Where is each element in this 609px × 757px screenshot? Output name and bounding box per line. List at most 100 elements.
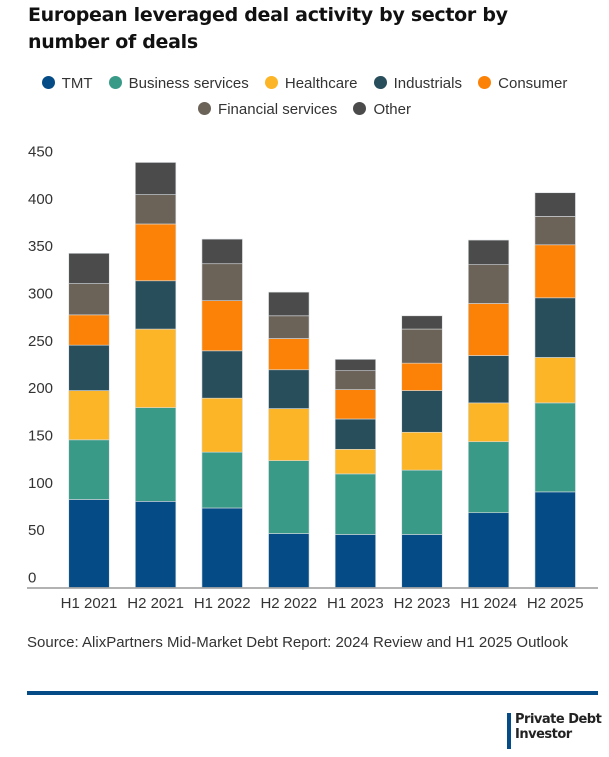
x-tick-label: H2 2021 [127, 595, 184, 612]
legend-item-healthcare: Healthcare [264, 75, 358, 92]
bar-segment-tmt [268, 533, 310, 588]
x-tick-label: H2 2025 [527, 595, 584, 612]
legend-swatch-financial-services [198, 102, 212, 115]
bar-segment-consumer [334, 389, 376, 420]
bar-segment-tmt [68, 499, 110, 588]
y-tick-label: 350 [28, 238, 53, 255]
legend-label: Healthcare [284, 75, 358, 92]
bar-segment-tmt [468, 512, 510, 588]
bar-segment-business-services [534, 402, 576, 493]
bar-segment-healthcare [534, 357, 576, 404]
bar-segment-consumer [534, 244, 576, 299]
bar-segment-healthcare [401, 431, 443, 471]
bar-stack [401, 315, 443, 588]
bar-segment-consumer [268, 338, 310, 371]
bar-segment-industrials [201, 350, 243, 399]
legend-item-consumer: Consumer [478, 75, 567, 92]
bar-segment-healthcare [334, 448, 376, 475]
bar-segment-other [268, 291, 310, 317]
y-tick-label: 250 [28, 333, 53, 350]
bar-segment-financial-services [401, 328, 443, 364]
logo-bar-icon [507, 713, 511, 749]
bar-segment-tmt [135, 501, 177, 588]
legend-label: Consumer [498, 75, 568, 92]
bar-segment-business-services [68, 439, 110, 500]
legend-item-financial-services: Financial services [198, 101, 337, 118]
bar-segment-tmt [401, 534, 443, 588]
x-tick-label: H1 2023 [327, 595, 384, 612]
x-tick-label: H1 2022 [194, 595, 251, 612]
bar-segment-other [201, 238, 243, 265]
y-tick-label: 200 [28, 380, 53, 397]
bar-stack [268, 291, 310, 588]
x-axis-ticks: H1 2021 H2 2021 H1 2022 H2 2022 H1 2023 H2 20… [61, 595, 584, 612]
bar-segment-business-services [401, 469, 443, 535]
logo-text: Private Debt Investor [515, 712, 602, 742]
bar-segment-consumer [401, 362, 443, 391]
bar-stack [135, 162, 177, 588]
legend-label: TMT [61, 75, 93, 92]
bar-segment-tmt [334, 534, 376, 588]
legend-item-tmt: TMT [41, 75, 93, 92]
bar-segment-consumer [468, 303, 510, 356]
stacked-bar-chart: 0 50 100 150 200 250 300 350 400 450 H1 2021 H2 20… [27, 144, 598, 612]
source-note: Source: AlixPartners Mid-Market Debt Rep… [27, 634, 569, 651]
bar-segment-other [468, 239, 510, 265]
bar-segment-business-services [268, 460, 310, 534]
legend-swatch-consumer [478, 76, 492, 89]
y-axis-ticks: 0 50 100 150 200 250 300 350 400 450 [28, 144, 53, 587]
x-tick-label: H1 2024 [460, 595, 517, 612]
y-tick-label: 150 [28, 428, 53, 445]
legend-swatch-business-services [108, 76, 122, 89]
bar-segment-financial-services [534, 216, 576, 246]
legend-swatch-other [353, 102, 367, 115]
bar-segment-healthcare [68, 390, 110, 441]
bar-stack [201, 238, 243, 588]
bar-segment-industrials [334, 418, 376, 450]
y-tick-label: 450 [28, 144, 53, 161]
bar-segment-financial-services [68, 283, 110, 316]
logo-line-1: Private Debt [515, 712, 602, 727]
legend-label: Industrials [393, 75, 462, 92]
chart-title: European leveraged deal activity by sect… [28, 4, 508, 53]
bar-segment-healthcare [268, 408, 310, 461]
bar-segment-healthcare [201, 397, 243, 453]
legend-swatch-tmt [41, 76, 55, 89]
bar-segment-healthcare [135, 328, 177, 408]
bar-segment-business-services [201, 451, 243, 509]
bar-segment-healthcare [468, 402, 510, 443]
legend-row-1: TMT Business services Healthcare Industr… [0, 75, 609, 92]
bar-segment-industrials [534, 297, 576, 358]
y-tick-label: 300 [28, 286, 53, 303]
x-tick-label: H2 2023 [394, 595, 451, 612]
bar-segment-other [401, 315, 443, 330]
bar-segment-industrials [135, 280, 177, 330]
bar-segment-tmt [201, 507, 243, 588]
legend-swatch-healthcare [264, 76, 278, 89]
y-tick-label: 50 [28, 522, 45, 539]
bar-segment-financial-services [268, 315, 310, 339]
legend-item-other: Other [353, 101, 411, 118]
bar-stack [68, 253, 110, 588]
bar-stacks [68, 162, 576, 588]
bar-segment-other [68, 253, 110, 284]
legend-row-2: Financial services Other [0, 101, 609, 118]
legend-label: Financial services [218, 101, 338, 118]
bar-segment-financial-services [468, 264, 510, 304]
bar-segment-other [334, 359, 376, 372]
bar-segment-business-services [334, 473, 376, 535]
bar-segment-industrials [268, 369, 310, 409]
bar-stack [334, 359, 376, 588]
bar-segment-consumer [201, 300, 243, 352]
bar-segment-business-services [135, 407, 177, 502]
bar-stack [468, 239, 510, 588]
legend-swatch-industrials [373, 76, 387, 89]
footer-rule [27, 691, 598, 695]
legend-item-industrials: Industrials [373, 75, 462, 92]
bar-segment-financial-services [201, 263, 243, 301]
y-tick-label: 100 [28, 475, 53, 492]
bar-segment-financial-services [334, 370, 376, 390]
bar-stack [534, 192, 576, 588]
x-tick-label: H1 2021 [61, 595, 118, 612]
bar-segment-tmt [534, 491, 576, 588]
